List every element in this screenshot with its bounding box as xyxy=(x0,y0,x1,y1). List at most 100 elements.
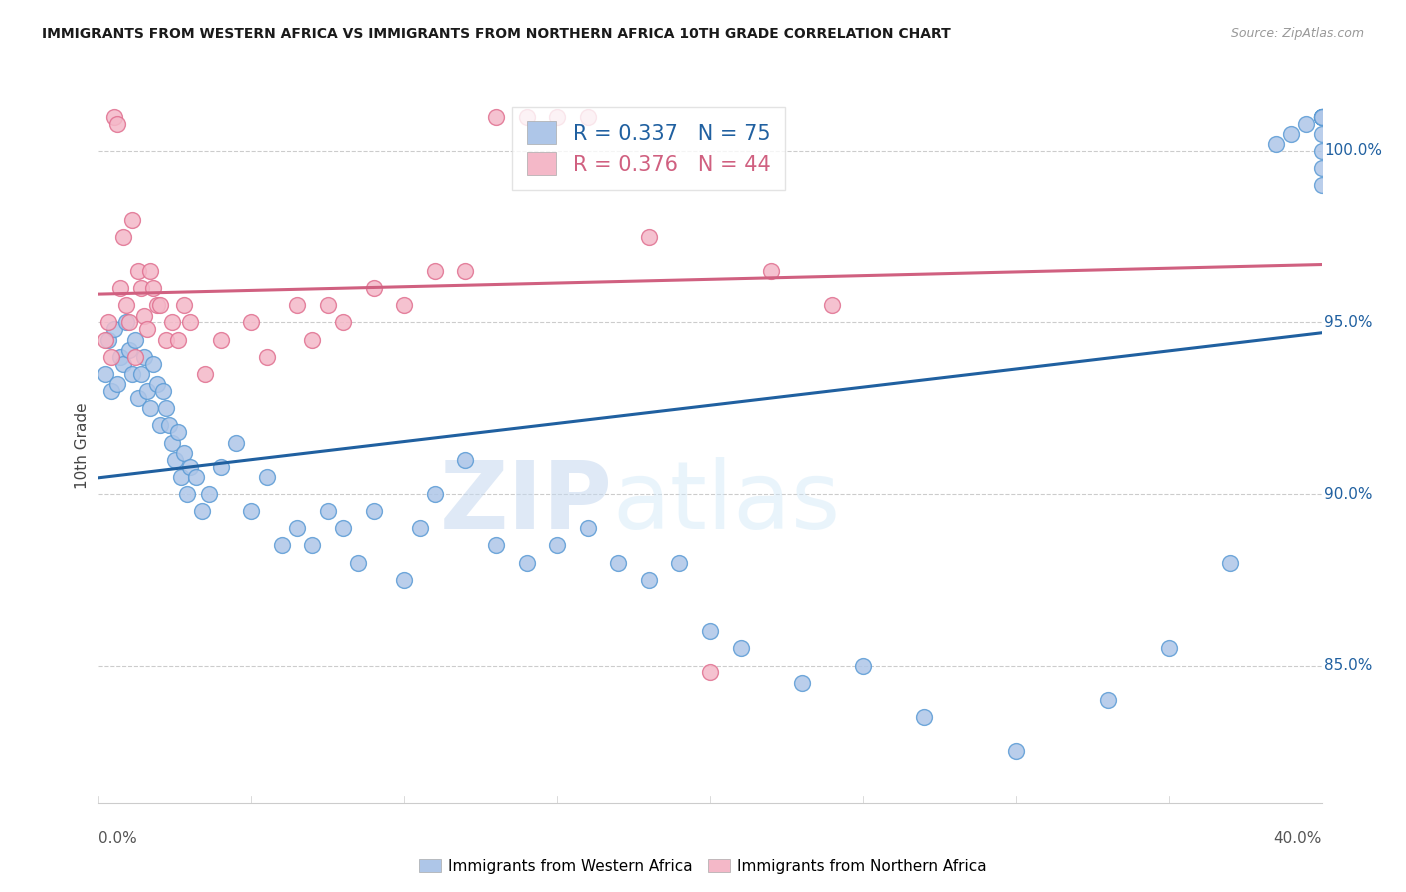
Point xyxy=(1310,127,1333,141)
Point xyxy=(454,264,477,278)
Point xyxy=(127,264,149,278)
Point xyxy=(136,322,159,336)
Text: IMMIGRANTS FROM WESTERN AFRICA VS IMMIGRANTS FROM NORTHERN AFRICA 10TH GRADE COR: IMMIGRANTS FROM WESTERN AFRICA VS IMMIGR… xyxy=(42,27,950,41)
Point xyxy=(139,264,162,278)
Point xyxy=(179,459,201,474)
Point xyxy=(108,350,131,364)
Point xyxy=(197,487,219,501)
Point xyxy=(121,367,143,381)
Text: 90.0%: 90.0% xyxy=(1324,486,1372,501)
Text: 40.0%: 40.0% xyxy=(1274,831,1322,847)
Point xyxy=(699,624,721,639)
Point xyxy=(1310,110,1333,124)
Point xyxy=(821,298,844,312)
Point xyxy=(105,116,128,130)
Text: 0.0%: 0.0% xyxy=(98,831,138,847)
Point xyxy=(136,384,159,398)
Point xyxy=(576,110,599,124)
Point xyxy=(347,556,370,570)
Text: 85.0%: 85.0% xyxy=(1324,658,1372,673)
Point xyxy=(668,556,690,570)
Point xyxy=(332,316,354,330)
Point xyxy=(1295,116,1317,130)
Point xyxy=(485,539,508,553)
Point xyxy=(93,333,115,347)
Point xyxy=(1310,178,1333,193)
Point xyxy=(485,110,508,124)
Point xyxy=(637,229,661,244)
Point xyxy=(93,367,115,381)
Point xyxy=(108,281,131,295)
Point xyxy=(285,521,308,535)
Point xyxy=(155,401,177,416)
Point xyxy=(100,350,122,364)
Point xyxy=(1310,110,1333,124)
Point xyxy=(145,377,167,392)
Point xyxy=(167,333,190,347)
Legend: R = 0.337   N = 75, R = 0.376   N = 44: R = 0.337 N = 75, R = 0.376 N = 44 xyxy=(513,107,785,190)
Point xyxy=(152,384,174,398)
Point xyxy=(111,229,134,244)
Point xyxy=(115,298,138,312)
Point xyxy=(209,333,232,347)
Point xyxy=(1004,744,1026,758)
Point xyxy=(363,281,385,295)
Point xyxy=(408,521,430,535)
Point xyxy=(124,333,146,347)
Point xyxy=(637,573,661,587)
Point xyxy=(118,316,141,330)
Point xyxy=(1310,110,1333,124)
Point xyxy=(1097,693,1119,707)
Point xyxy=(103,110,125,124)
Point xyxy=(301,539,323,553)
Point xyxy=(270,539,294,553)
Point xyxy=(145,298,167,312)
Point xyxy=(240,316,263,330)
Point xyxy=(546,539,568,553)
Point xyxy=(1279,127,1302,141)
Point xyxy=(129,281,152,295)
Point xyxy=(516,110,538,124)
Point xyxy=(139,401,162,416)
Point xyxy=(142,281,165,295)
Point xyxy=(124,350,146,364)
Point xyxy=(97,316,120,330)
Point xyxy=(149,298,172,312)
Point xyxy=(363,504,385,518)
Point xyxy=(1310,110,1333,124)
Point xyxy=(392,298,416,312)
Point xyxy=(134,350,156,364)
Point xyxy=(142,357,165,371)
Point xyxy=(149,418,172,433)
Point xyxy=(191,504,214,518)
Point xyxy=(790,675,813,690)
Point xyxy=(134,309,156,323)
Point xyxy=(129,367,152,381)
Point xyxy=(155,333,177,347)
Point xyxy=(225,435,247,450)
Point xyxy=(546,110,568,124)
Point xyxy=(1310,161,1333,175)
Point xyxy=(173,298,195,312)
Point xyxy=(240,504,263,518)
Point xyxy=(1310,110,1333,124)
Text: ZIP: ZIP xyxy=(439,457,612,549)
Point xyxy=(423,264,446,278)
Point xyxy=(127,391,149,405)
Point xyxy=(852,658,875,673)
Point xyxy=(1157,641,1180,656)
Point xyxy=(111,357,134,371)
Text: 95.0%: 95.0% xyxy=(1324,315,1372,330)
Point xyxy=(167,425,190,440)
Point xyxy=(730,641,752,656)
Point xyxy=(761,264,783,278)
Point xyxy=(285,298,308,312)
Point xyxy=(392,573,416,587)
Point xyxy=(179,316,201,330)
Point xyxy=(160,316,183,330)
Point xyxy=(97,333,120,347)
Point xyxy=(256,350,278,364)
Legend: Immigrants from Western Africa, Immigrants from Northern Africa: Immigrants from Western Africa, Immigran… xyxy=(413,853,993,880)
Point xyxy=(170,470,193,484)
Point xyxy=(194,367,217,381)
